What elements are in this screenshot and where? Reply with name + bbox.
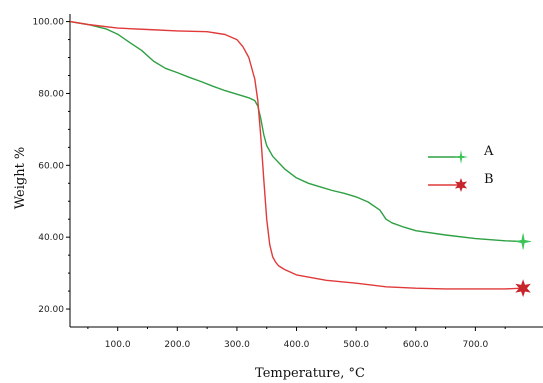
- x-tick-label: 300.0: [224, 340, 250, 350]
- legend-marker-A: [454, 150, 468, 164]
- x-tick-labels: 100.0 200.0 300.0 400.0 500.0 600.0 700.0: [105, 340, 489, 350]
- x-tick-label: 200.0: [164, 340, 190, 350]
- series-end-marker-A: [515, 233, 532, 250]
- series-end-marker-B: [515, 279, 531, 298]
- series-line-B: [69, 20, 524, 290]
- legend-label-B: B: [484, 172, 494, 187]
- tick-marks: [66, 21, 506, 331]
- y-tick-label: 20.00: [38, 305, 64, 315]
- axes: [69, 14, 543, 328]
- legend-marker-B: [454, 178, 468, 192]
- y-tick-label: 80.00: [38, 89, 64, 99]
- x-tick-label: 600.0: [403, 340, 429, 350]
- x-tick-label: 400.0: [284, 340, 310, 350]
- series-lines: [69, 20, 524, 290]
- series-line-A: [69, 20, 524, 243]
- x-tick-label: 500.0: [343, 340, 369, 350]
- legend: AB: [428, 144, 494, 192]
- y-tick-label: 100.00: [33, 18, 65, 28]
- y-axis-title: Weight %: [13, 147, 28, 210]
- x-axis-title: Temperature, °C: [255, 366, 365, 381]
- y-tick-label: 40.00: [38, 233, 64, 243]
- y-tick-label: 60.00: [38, 161, 64, 171]
- y-tick-labels: 20.00 40.00 60.00 80.00 100.00: [33, 18, 65, 315]
- legend-label-A: A: [483, 144, 494, 159]
- x-tick-label: 100.0: [105, 340, 131, 350]
- series-end-markers: [515, 233, 532, 298]
- x-tick-label: 700.0: [463, 340, 489, 350]
